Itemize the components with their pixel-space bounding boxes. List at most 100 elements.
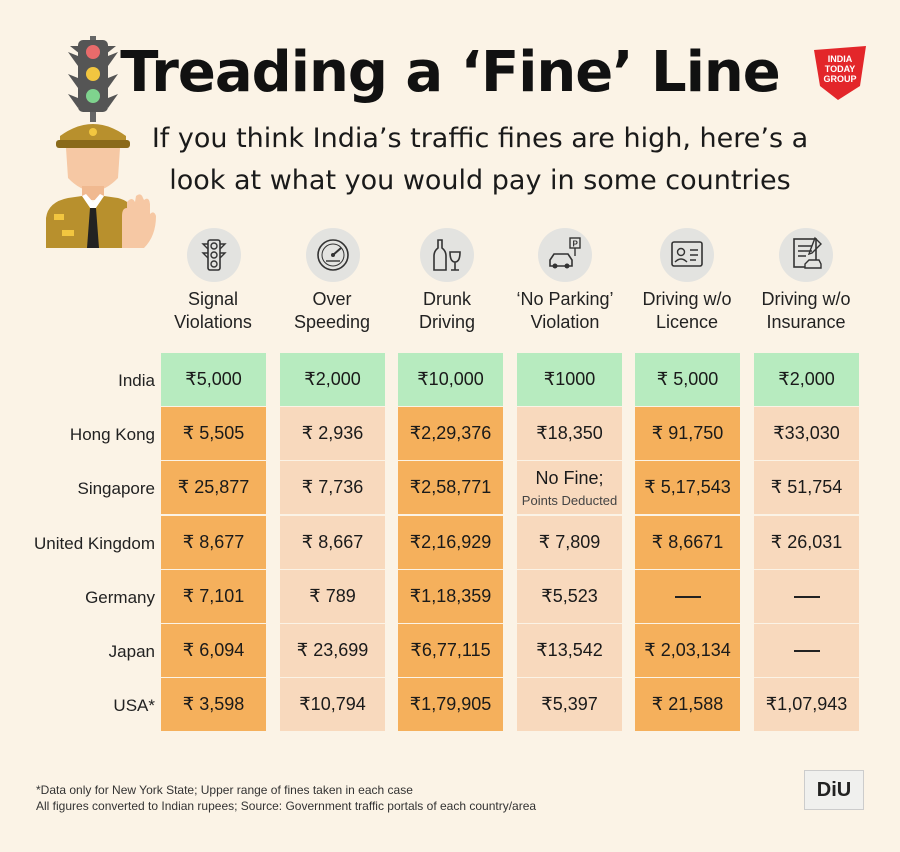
table-cell: ₹ 91,750 (635, 407, 740, 460)
cell-value: ₹33,030 (773, 423, 840, 443)
table-cell: ₹1000 (517, 353, 622, 406)
cell-value: ₹ 7,736 (301, 477, 364, 497)
speedometer-icon (306, 228, 360, 282)
table-cell: ₹33,030 (754, 407, 859, 460)
table-cell: ₹13,542 (517, 624, 622, 677)
table-cell: ₹1,18,359 (398, 570, 503, 623)
row-label-country: United Kingdom (34, 534, 155, 553)
no-data-dash (793, 649, 820, 652)
table-cell: ₹ 7,101 (161, 570, 266, 623)
cell-value: ₹10,000 (417, 369, 484, 389)
cell-value: ₹ 3,598 (182, 694, 245, 714)
table-cell (754, 570, 859, 623)
no-data-dash (674, 595, 701, 598)
column-header-driving-without-licence: Driving w/o Licence (642, 289, 732, 332)
bottle-glass-icon (420, 228, 474, 282)
table-cell: ₹5,523 (517, 570, 622, 623)
table-cell: ₹ 7,809 (517, 516, 622, 569)
cell-value: ₹13,542 (536, 640, 603, 660)
column-header-drunk-driving: Drunk Driving (418, 289, 475, 332)
table-cell: ₹2,58,771 (398, 461, 503, 514)
table-cell: ₹ 7,736 (280, 461, 385, 514)
cell-value: ₹ 7,809 (538, 532, 601, 552)
table-cell: ₹ 5,505 (161, 407, 266, 460)
column-header-over-speeding: Over Speeding (293, 289, 371, 332)
insurance-document-icon (779, 228, 833, 282)
cell-value: ₹2,29,376 (409, 423, 492, 443)
subtitle-line-1: If you think India’s traffic fines are h… (151, 123, 809, 154)
table-cell: ₹ 25,877 (161, 461, 266, 514)
table-cell: ₹ 2,03,134 (635, 624, 740, 677)
cell-value: ₹ 25,877 (177, 477, 250, 497)
licence-card-icon (660, 228, 714, 282)
logo-line-2: TODAY (824, 64, 856, 74)
cell-value: ₹ 5,17,543 (644, 477, 731, 497)
row-label-country: Hong Kong (69, 425, 155, 444)
table-cell: ₹ 8,677 (161, 516, 266, 569)
cell-value: ₹ 2,03,134 (644, 640, 731, 660)
diu-logo: DiU (804, 770, 864, 810)
table-cell: ₹ 5,000 (635, 353, 740, 406)
column-header-no-parking: ‘No Parking’ Violation (516, 289, 614, 332)
table-cell: ₹5,397 (517, 678, 622, 731)
cell-value: ₹2,16,929 (409, 532, 492, 552)
cell-value: ₹ 789 (309, 586, 356, 606)
footnote: *Data only for New York State; Upper ran… (36, 782, 536, 814)
cell-value: ₹6,77,115 (410, 640, 491, 660)
table-cell: ₹ 51,754 (754, 461, 859, 514)
cell-value: ₹1,79,905 (409, 694, 492, 714)
cell-value: ₹2,000 (778, 369, 835, 389)
row-label-country: India (118, 371, 155, 390)
table-cell: ₹ 26,031 (754, 516, 859, 569)
table-cell: ₹ 3,598 (161, 678, 266, 731)
column-header-driving-without-insurance: Driving w/o Insurance (761, 289, 851, 332)
svg-text:P: P (573, 240, 579, 249)
cell-value: ₹ 6,094 (182, 640, 245, 660)
cell-value: ₹1000 (543, 369, 596, 389)
page-title: Treading a ‘Fine’ Line (120, 40, 781, 105)
cell-value: ₹10,794 (299, 694, 366, 714)
cell-value: ₹ 21,588 (651, 694, 724, 714)
india-today-logo: INDIA TODAY GROUP (808, 46, 872, 100)
cell-value: ₹5,397 (541, 694, 598, 714)
table-cell: ₹2,16,929 (398, 516, 503, 569)
table-cell: ₹1,07,943 (754, 678, 859, 731)
subtitle-line-2: look at what you would pay in some count… (169, 165, 791, 196)
cell-value: ₹ 8,677 (182, 532, 245, 552)
no-data-dash (793, 595, 820, 598)
table-cell: ₹10,000 (398, 353, 503, 406)
table-cell: ₹ 6,094 (161, 624, 266, 677)
table-cell: ₹ 2,936 (280, 407, 385, 460)
table-cell: ₹6,77,115 (398, 624, 503, 677)
cell-value: ₹ 8,6671 (651, 532, 724, 552)
footnote-line-2: All figures converted to Indian rupees; … (36, 799, 537, 813)
table-cell: No Fine; Points Deducted (517, 461, 622, 514)
table-cell: ₹ 8,667 (280, 516, 385, 569)
row-label-country: USA* (113, 696, 155, 715)
cell-value: ₹ 91,750 (651, 423, 724, 443)
table-cell: ₹ 23,699 (280, 624, 385, 677)
logo-shield-icon (814, 46, 866, 100)
cell-value: ₹2,58,771 (409, 477, 492, 497)
table-cell: ₹2,000 (280, 353, 385, 406)
cell-value: ₹ 5,000 (656, 369, 719, 389)
table-cell (635, 570, 740, 623)
traffic-light-icon (187, 228, 241, 282)
logo-line-3: GROUP (823, 74, 857, 84)
cell-value: No Fine; (535, 467, 604, 488)
table-cell (754, 624, 859, 677)
cell-subtext: Points Deducted (521, 492, 618, 508)
row-label-country: Singapore (77, 479, 155, 498)
cell-value: ₹5,000 (185, 369, 242, 389)
table-cell: ₹1,79,905 (398, 678, 503, 731)
cell-value: ₹ 2,936 (301, 423, 364, 443)
cell-value: ₹18,350 (536, 423, 603, 443)
table-cell: ₹ 8,6671 (635, 516, 740, 569)
table-cell: ₹18,350 (517, 407, 622, 460)
table-cell: ₹10,794 (280, 678, 385, 731)
cell-value: ₹ 5,505 (182, 423, 245, 443)
cell-value: ₹1,18,359 (409, 586, 492, 606)
logo-line-1: INDIA (827, 54, 853, 64)
table-cell: ₹ 21,588 (635, 678, 740, 731)
table-cell: ₹2,29,376 (398, 407, 503, 460)
